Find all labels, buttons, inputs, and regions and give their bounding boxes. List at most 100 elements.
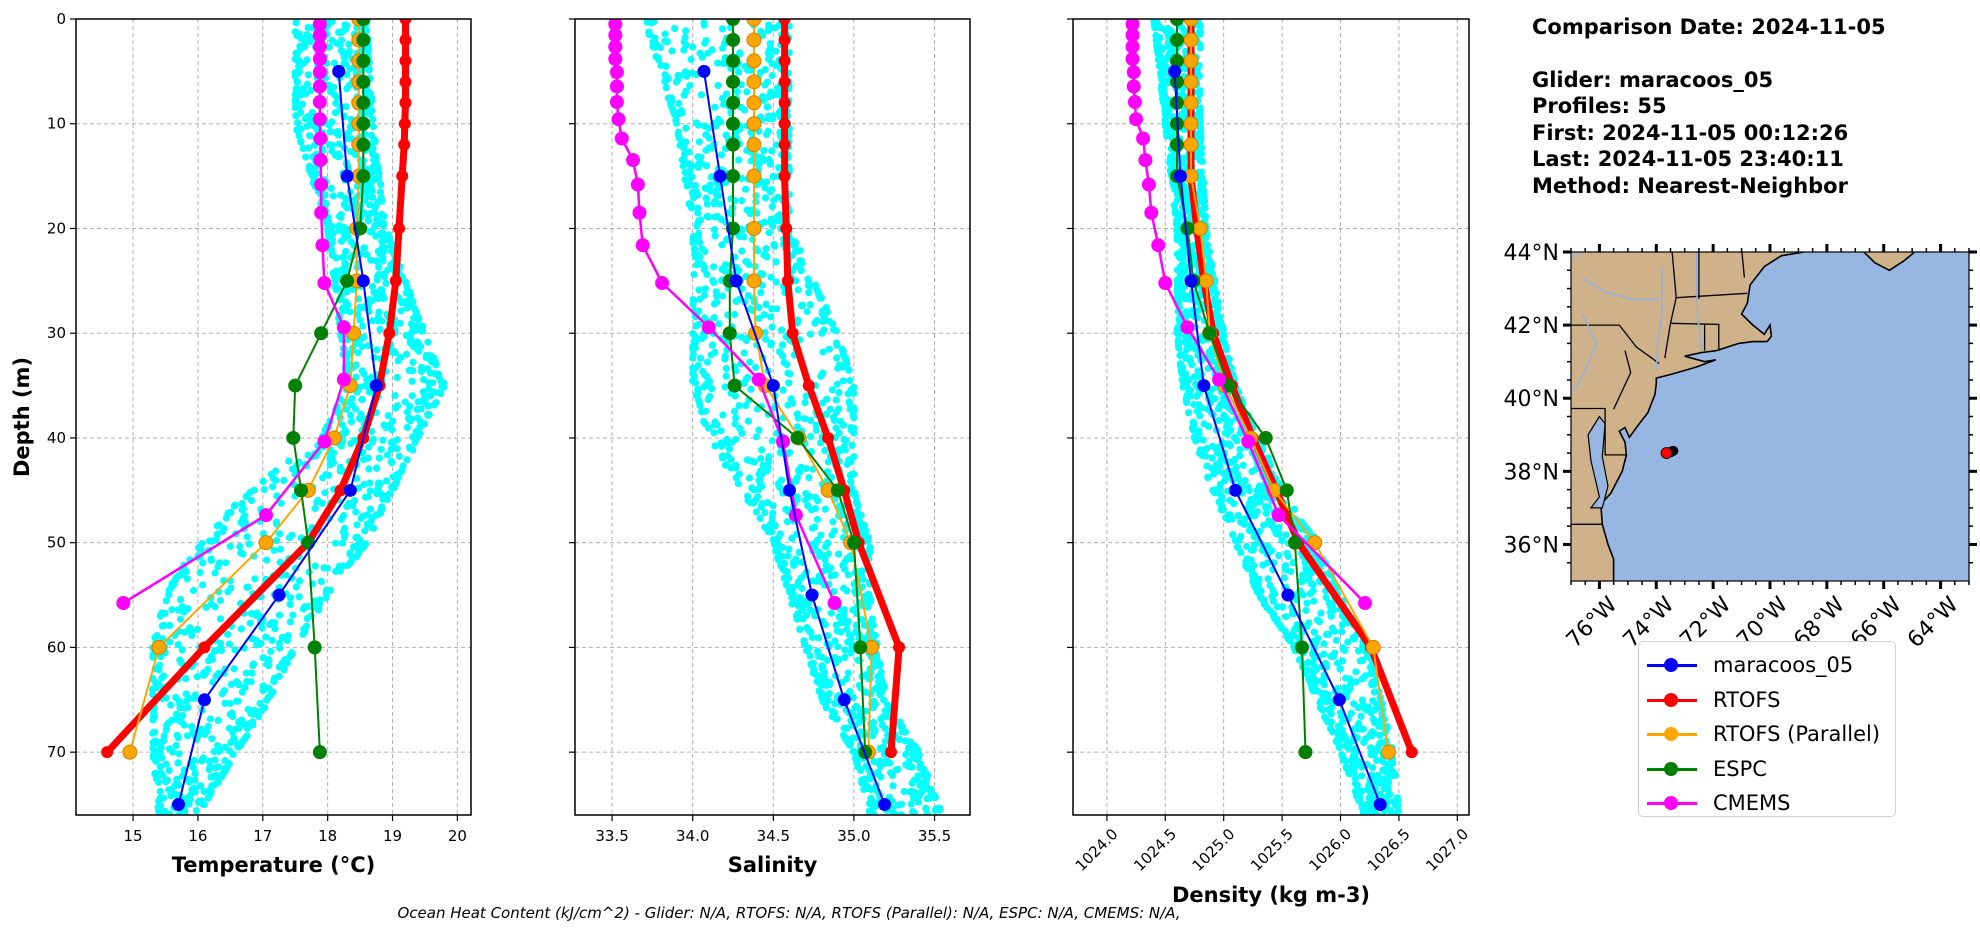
glider-scatter-point	[703, 200, 712, 208]
glider-scatter-point	[1275, 552, 1283, 560]
glider-scatter-point	[923, 795, 931, 803]
data-point	[746, 74, 762, 90]
glider-scatter-point	[1250, 562, 1258, 570]
data-point	[1169, 19, 1184, 26]
glider-scatter-point	[722, 267, 730, 275]
glider-scatter-point	[722, 461, 730, 469]
data-point	[726, 19, 740, 26]
glider-scatter-point	[1319, 706, 1327, 714]
data-point	[1125, 52, 1140, 67]
glider-scatter-point	[211, 569, 219, 577]
glider-scatter-point	[342, 103, 350, 111]
glider-scatter-point	[769, 502, 777, 510]
glider-scatter-point	[695, 238, 704, 246]
glider-scatter-point	[340, 54, 348, 62]
glider-scatter-point	[213, 530, 221, 539]
glider-scatter-point	[188, 631, 196, 640]
glider-scatter-point	[725, 445, 734, 453]
glider-scatter-point	[183, 732, 192, 740]
glider-scatter-point	[285, 534, 294, 542]
glider-scatter-point	[1260, 521, 1268, 529]
data-point	[1129, 112, 1144, 127]
glider-scatter-point	[866, 811, 874, 815]
data-point	[307, 640, 322, 655]
glider-scatter-point	[364, 45, 373, 54]
series-maracoos-05	[1168, 64, 1387, 812]
glider-scatter-point	[1306, 590, 1314, 598]
data-point	[1180, 320, 1195, 335]
glider-scatter-point	[809, 577, 817, 585]
glider-scatter-point	[377, 181, 385, 189]
glider-scatter-point	[746, 210, 754, 218]
glider-scatter-point	[813, 515, 822, 524]
glider-scatter-point	[841, 565, 849, 573]
glider-scatter-point	[731, 420, 739, 428]
glider-scatter-point	[1355, 725, 1363, 733]
glider-scatter-point	[1345, 770, 1353, 778]
data-point	[726, 95, 740, 110]
glider-scatter-point	[1229, 457, 1238, 465]
glider-scatter-point	[1213, 489, 1221, 497]
glider-scatter-point	[185, 800, 193, 808]
glider-scatter-point	[238, 506, 246, 514]
glider-scatter-point	[272, 476, 280, 484]
glider-scatter-point	[707, 351, 715, 359]
glider-scatter-point	[358, 342, 366, 351]
glider-scatter-point	[366, 487, 374, 495]
glider-scatter-point	[1221, 429, 1229, 437]
glider-scatter-point	[711, 213, 719, 221]
glider-scatter-point	[292, 49, 300, 57]
glider-scatter-point	[406, 416, 414, 424]
glider-scatter-point	[229, 712, 237, 720]
glider-scatter-point	[1368, 732, 1376, 740]
glider-scatter-point	[760, 96, 768, 104]
glider-scatter-point	[243, 677, 251, 686]
glider-scatter-point	[803, 307, 811, 316]
glider-scatter-point	[1181, 295, 1189, 303]
data-point	[356, 74, 371, 89]
glider-scatter-point	[1259, 487, 1267, 495]
glider-scatter-point	[242, 492, 250, 501]
glider-scatter-point	[744, 292, 753, 300]
glider-scatter-point	[382, 279, 390, 287]
glider-scatter-point	[159, 772, 167, 780]
glider-scatter-point	[808, 506, 816, 514]
glider-scatter-point	[383, 495, 391, 503]
glider-scatter-point	[691, 182, 700, 190]
data-point	[1380, 744, 1396, 760]
glider-scatter-point	[900, 787, 908, 796]
glider-scatter-point	[711, 442, 719, 450]
glider-scatter-point	[701, 247, 709, 256]
data-point	[822, 431, 835, 444]
glider-scatter-point	[286, 600, 294, 609]
glider-scatter-point	[377, 445, 385, 453]
glider-scatter-point	[710, 314, 718, 322]
glider-scatter-point	[646, 30, 654, 38]
series-line	[1173, 71, 1382, 805]
glider-scatter-point	[1259, 561, 1267, 569]
data-point	[399, 19, 412, 25]
profile-panel-2: 1024.0 1024.5 1025.0 1025.5 1026.0 1026.5 1027…	[1067, 18, 1472, 907]
glider-scatter-point	[364, 342, 372, 350]
glider-scatter-point	[360, 370, 368, 378]
glider-scatter-point	[167, 792, 175, 800]
glider-scatter-point	[754, 247, 762, 255]
glider-scatter-point	[273, 537, 281, 545]
glider-scatter-point	[346, 308, 354, 316]
glider-scatter-point	[679, 162, 687, 170]
glider-scatter-point	[910, 794, 918, 802]
glider-scatter-point	[889, 782, 897, 790]
glider-scatter-point	[711, 103, 719, 111]
lake	[1571, 252, 1586, 260]
glider-scatter-point	[382, 477, 391, 485]
glider-scatter-point	[331, 109, 340, 117]
data-point	[726, 169, 740, 184]
glider-scatter-point	[158, 622, 166, 630]
glider-scatter-point	[1229, 531, 1237, 539]
series-maracoos-05	[697, 64, 892, 812]
data-point	[1183, 74, 1199, 90]
data-point	[697, 64, 711, 78]
glider-scatter-point	[330, 59, 338, 67]
glider-scatter-point	[180, 608, 188, 616]
glider-scatter-point	[681, 150, 689, 158]
